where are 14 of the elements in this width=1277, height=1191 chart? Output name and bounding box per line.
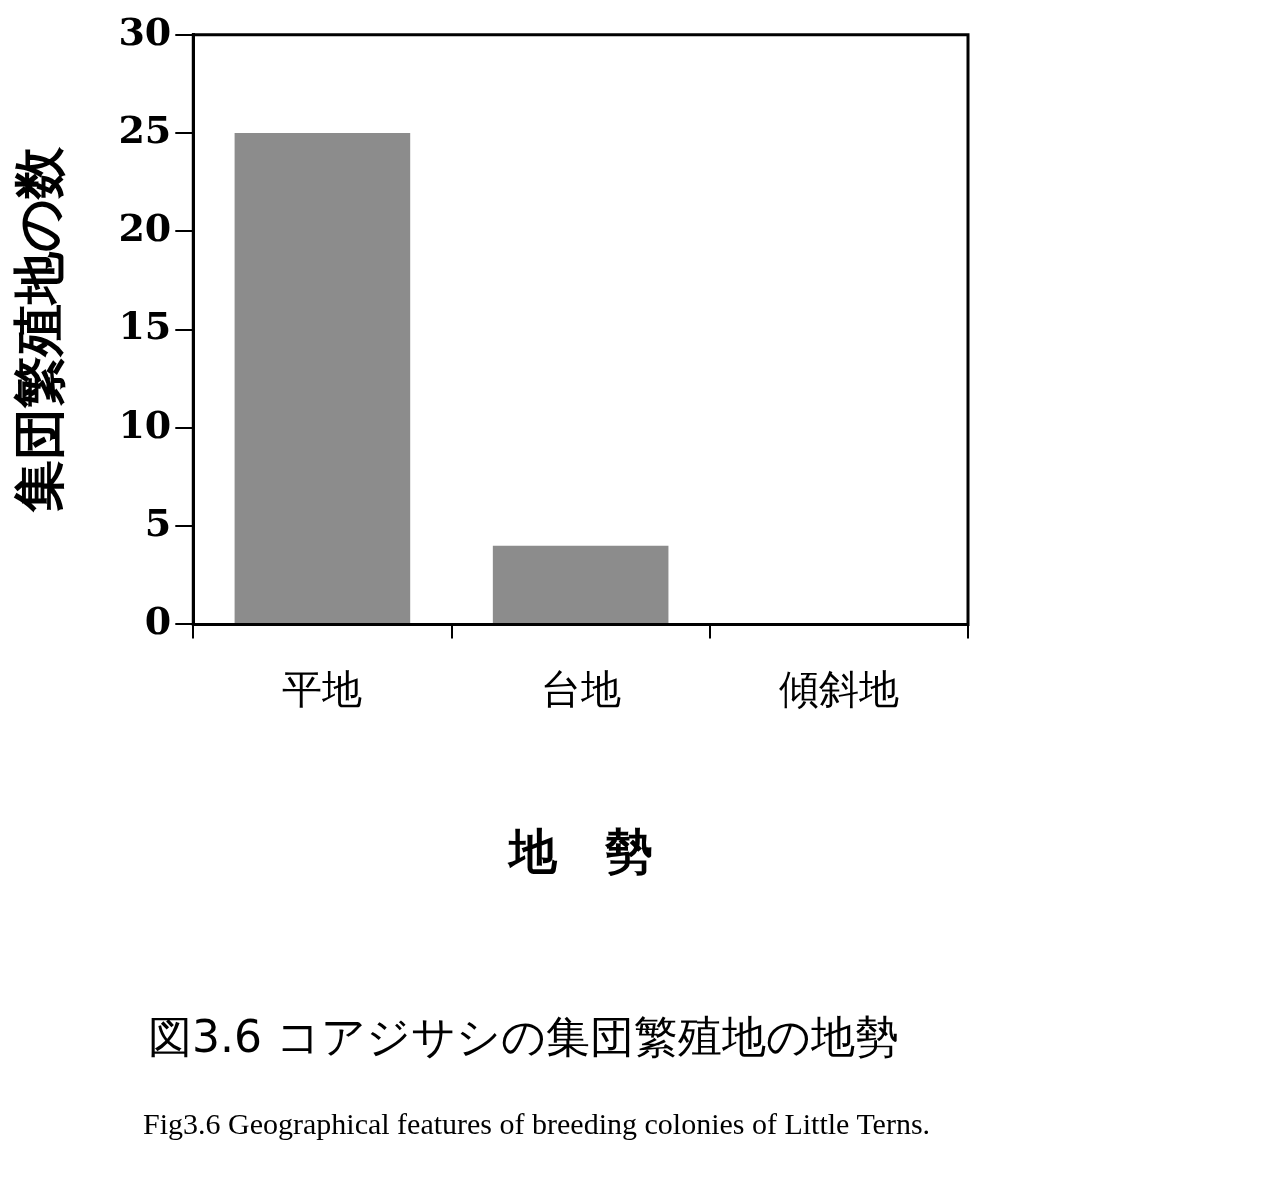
x-axis-title: 地 勢 <box>506 822 653 879</box>
x-tick-label: 台地 <box>540 665 621 712</box>
text: 図3.6 コアジサシの集団繁殖地の地勢 <box>148 1010 900 1064</box>
y-tick-label: 25 <box>118 106 172 152</box>
y-tick-label: 0 <box>144 598 172 644</box>
y-axis-title: 集団繁殖地の数 <box>8 146 69 514</box>
text: Fig3.6 Geographical features of breeding colonies of Little Terns. <box>143 1107 932 1141</box>
y-tick-label: 10 <box>118 401 172 447</box>
y-tick-label: 5 <box>144 500 172 546</box>
x-tick-label: 傾斜地 <box>778 665 899 712</box>
y-tick-label: 30 <box>118 8 172 54</box>
y-tick-label: 20 <box>118 205 172 251</box>
x-tick-label: 平地 <box>282 665 363 712</box>
y-tick-label: 15 <box>118 303 172 349</box>
